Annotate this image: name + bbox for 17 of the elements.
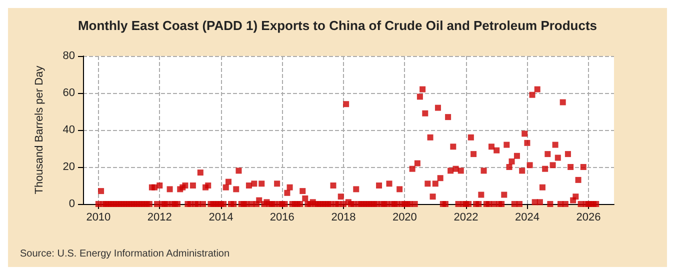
x-tick-label: 2012 — [147, 212, 172, 224]
y-tick-label: 20 — [62, 161, 75, 173]
y-tick-label: 60 — [62, 87, 75, 99]
chart-title: Monthly East Coast (PADD 1) Exports to China of Crude Oil and Petroleum Products — [78, 18, 598, 33]
x-tick-label: 2010 — [86, 212, 111, 224]
x-tick-label: 2026 — [576, 212, 601, 224]
x-tick-label: 2014 — [208, 212, 234, 224]
y-tick-label: 0 — [68, 198, 75, 210]
y-tick-label: 40 — [62, 124, 75, 136]
x-tick-label: 2016 — [270, 212, 294, 224]
y-tick-label: 80 — [62, 50, 75, 62]
x-tick-label: 2022 — [454, 212, 478, 224]
y-axis-title: Thousand Barrels per Day — [34, 65, 46, 194]
x-tick-label: 2018 — [331, 212, 356, 224]
x-tick-label: 2024 — [514, 212, 540, 224]
x-tick-label: 2020 — [392, 212, 417, 224]
source-note: Source: U.S. Energy Information Administration — [20, 248, 230, 260]
